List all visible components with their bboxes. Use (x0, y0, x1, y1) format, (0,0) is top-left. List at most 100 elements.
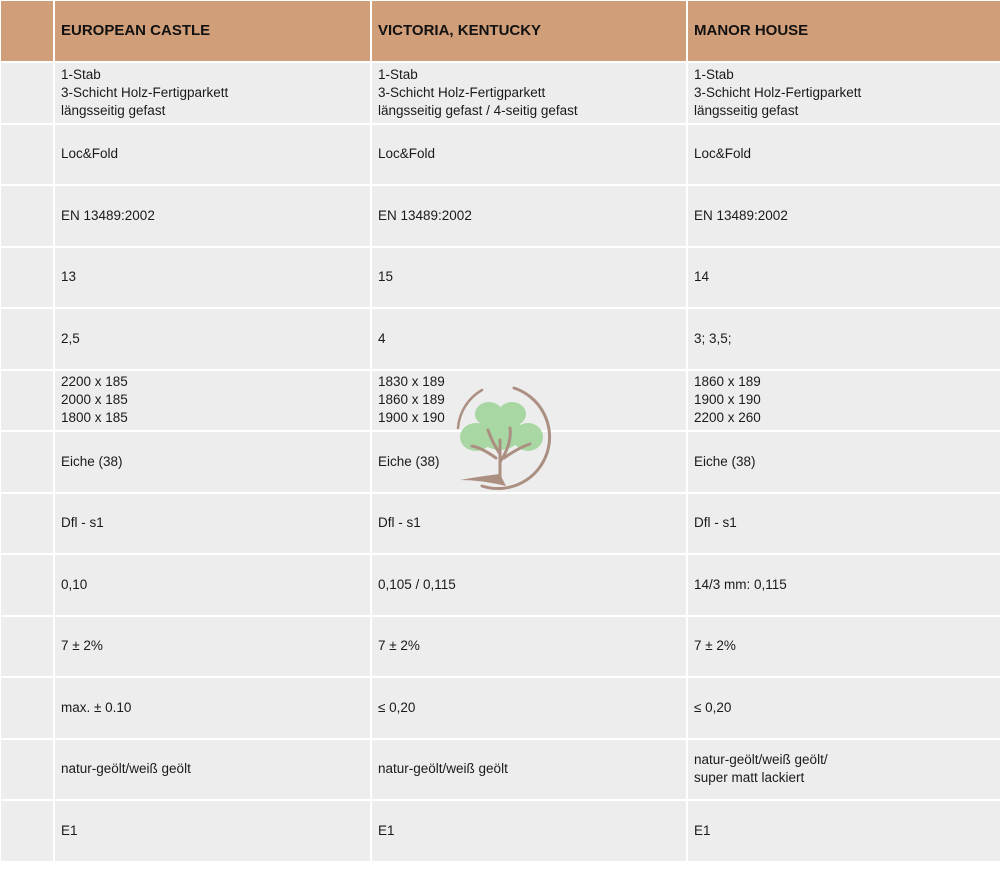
table-cell: EN 13489:2002 (370, 184, 688, 248)
cell-text: längsseitig gefast (694, 102, 799, 118)
cell-text: Loc&Fold (694, 146, 752, 162)
cell-text: E1 (61, 822, 78, 838)
table-cell: 7 ± 2% (370, 614, 688, 678)
cell-text: längsseitig gefast (61, 102, 166, 118)
cell-text: 0,10 (61, 576, 88, 592)
cell-text: E1 (378, 822, 395, 838)
cell-text: Eiche (38) (378, 453, 440, 469)
cell-text: 2000 x 185 (61, 392, 128, 408)
cell-text: 1860 x 189 (694, 374, 761, 390)
table-cell: max. ± 0.10 (53, 676, 372, 740)
cell-text: 3-Schicht Holz-Fertigparkett (378, 84, 546, 100)
table-cell: natur-geölt/weiß geölt (370, 737, 688, 801)
cell-text: 1-Stab (61, 66, 101, 82)
table-cell: Dfl - s1 (370, 491, 688, 555)
cell-text: E1 (694, 822, 711, 838)
cell-text: ≤ 0,20 (694, 699, 732, 715)
table-cell: Dfl - s1 (53, 491, 372, 555)
cell-text: super matt lackiert (694, 770, 805, 786)
cell-text: 3-Schicht Holz-Fertigparkett (61, 84, 229, 100)
row-label-cell (0, 368, 55, 432)
row-label-cell (0, 245, 55, 309)
cell-text: 2200 x 185 (61, 374, 128, 390)
cell-text: 2,5 (61, 330, 80, 346)
table-row: Eiche (38) Eiche (38) Eiche (38) (0, 430, 1000, 494)
cell-text: Loc&Fold (378, 146, 436, 162)
cell-text: 14 (694, 269, 710, 285)
table-cell: Dfl - s1 (686, 491, 1000, 555)
column-header: MANOR HOUSE (686, 0, 1000, 63)
table-cell: Loc&Fold (370, 122, 688, 186)
cell-text: Eiche (38) (61, 453, 123, 469)
header-row: EUROPEAN CASTLE VICTORIA, KENTUCKY MANOR H… (0, 0, 1000, 63)
cell-text: 1860 x 189 (378, 392, 445, 408)
table-row: 13 15 14 (0, 245, 1000, 309)
table-cell: E1 (370, 799, 688, 863)
table-cell: 1860 x 189 1900 x 190 2200 x 260 (686, 368, 1000, 432)
cell-text: 7 ± 2% (378, 638, 420, 654)
table-cell: 0,105 / 0,115 (370, 553, 688, 617)
cell-text: Dfl - s1 (694, 515, 737, 531)
table-cell: 2200 x 185 2000 x 185 1800 x 185 (53, 368, 372, 432)
table-cell: 1830 x 189 1860 x 189 1900 x 190 (370, 368, 688, 432)
cell-text: Dfl - s1 (378, 515, 421, 531)
column-header: VICTORIA, KENTUCKY (370, 0, 688, 63)
table-row: Dfl - s1 Dfl - s1 Dfl - s1 (0, 491, 1000, 555)
row-label-cell (0, 676, 55, 740)
cell-text: natur-geölt/weiß geölt (61, 761, 191, 777)
table-cell: ≤ 0,20 (686, 676, 1000, 740)
table-row: 2200 x 185 2000 x 185 1800 x 185 1830 x 189… (0, 368, 1000, 432)
table-cell: EN 13489:2002 (53, 184, 372, 248)
row-label-cell (0, 491, 55, 555)
table-cell: 15 (370, 245, 688, 309)
column-header: EUROPEAN CASTLE (53, 0, 372, 63)
cell-text: 7 ± 2% (61, 638, 103, 654)
table-cell: 1-Stab 3-Schicht Holz-Fertigparkett längss… (686, 61, 1000, 125)
table-cell: 7 ± 2% (53, 614, 372, 678)
row-label-cell (0, 307, 55, 371)
table-row: 7 ± 2% 7 ± 2% 7 ± 2% (0, 614, 1000, 678)
table-cell: 13 (53, 245, 372, 309)
header-empty-cell (0, 0, 55, 63)
table-cell: Loc&Fold (53, 122, 372, 186)
cell-text: 14/3 mm: 0,115 (694, 576, 787, 592)
row-label-cell (0, 122, 55, 186)
table-cell: natur-geölt/weiß geölt/super matt lackie… (686, 737, 1000, 801)
cell-text: 2200 x 260 (694, 410, 761, 426)
table-cell: E1 (686, 799, 1000, 863)
table-cell: 14/3 mm: 0,115 (686, 553, 1000, 617)
table-row: natur-geölt/weiß geölt natur-geölt/weiß g… (0, 737, 1000, 801)
cell-text: EN 13489:2002 (694, 207, 788, 223)
cell-text: Eiche (38) (694, 453, 756, 469)
cell-text: 1-Stab (378, 66, 418, 82)
row-label-cell (0, 61, 55, 125)
cell-text: 1800 x 185 (61, 410, 128, 426)
cell-text: 1-Stab (694, 66, 734, 82)
cell-text: Dfl - s1 (61, 515, 104, 531)
cell-text: max. ± 0.10 (61, 699, 132, 715)
cell-text: EN 13489:2002 (378, 207, 472, 223)
table-row: 0,10 0,105 / 0,115 14/3 mm: 0,115 (0, 553, 1000, 617)
table-row: 1-Stab 3-Schicht Holz-Fertigparkett längss… (0, 61, 1000, 125)
cell-text: 1900 x 190 (694, 392, 761, 408)
table-cell: EN 13489:2002 (686, 184, 1000, 248)
cell-text: natur-geölt/weiß geölt/ (694, 752, 828, 768)
row-label-cell (0, 184, 55, 248)
cell-text: 4 (378, 330, 386, 346)
table-cell: 1-Stab 3-Schicht Holz-Fertigparkett längss… (370, 61, 688, 125)
cell-text: 3; 3,5; (694, 330, 732, 346)
cell-text: 15 (378, 269, 394, 285)
table-cell: ≤ 0,20 (370, 676, 688, 740)
table-cell: 3; 3,5; (686, 307, 1000, 371)
row-label-cell (0, 553, 55, 617)
table-cell: Loc&Fold (686, 122, 1000, 186)
cell-text: längsseitig gefast / 4-seitig gefast (378, 102, 578, 118)
table-cell: E1 (53, 799, 372, 863)
row-label-cell (0, 737, 55, 801)
table-cell: Eiche (38) (53, 430, 372, 494)
table-cell: 14 (686, 245, 1000, 309)
table-cell: Eiche (38) (370, 430, 688, 494)
cell-text: Loc&Fold (61, 146, 119, 162)
table-row: max. ± 0.10 ≤ 0,20 ≤ 0,20 (0, 676, 1000, 740)
